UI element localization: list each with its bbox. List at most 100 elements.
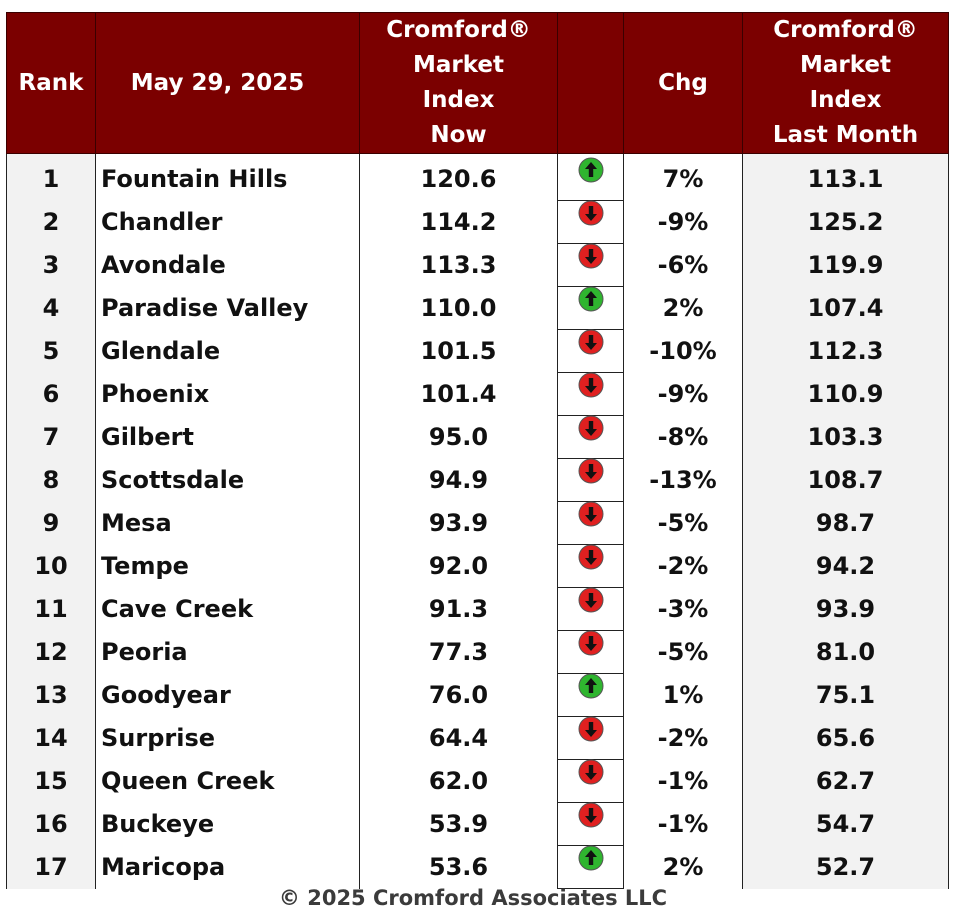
header-change: Chg: [623, 12, 743, 154]
city-cell: Scottsdale: [95, 458, 360, 502]
direction-cell: [557, 415, 624, 459]
table-row: 13 Goodyear 76.0 1% 75.1: [6, 673, 949, 717]
table-row: 12 Peoria 77.3 -5% 81.0: [6, 630, 949, 674]
green-up-arrow-icon: [578, 845, 604, 871]
header-date: May 29, 2025: [95, 12, 360, 154]
change-cell: -2%: [623, 544, 743, 588]
red-down-arrow-icon: [578, 501, 604, 527]
change-cell: -9%: [623, 372, 743, 416]
table-row: 16 Buckeye 53.9 -1% 54.7: [6, 802, 949, 846]
direction-cell: [557, 716, 624, 760]
green-up-arrow-icon: [578, 286, 604, 312]
red-down-arrow-icon: [578, 329, 604, 355]
rank-cell: 3: [6, 243, 96, 287]
red-down-arrow-icon: [578, 587, 604, 613]
index-now-cell: 114.2: [359, 200, 558, 244]
change-cell: -6%: [623, 243, 743, 287]
table-header: Rank May 29, 2025 Cromford® Market Index…: [6, 12, 949, 154]
rank-cell: 7: [6, 415, 96, 459]
change-cell: -1%: [623, 759, 743, 803]
city-cell: Fountain Hills: [95, 153, 360, 201]
index-last-month-cell: 52.7: [742, 845, 949, 889]
green-up-arrow-icon: [578, 157, 604, 183]
change-cell: 2%: [623, 286, 743, 330]
red-down-arrow-icon: [578, 759, 604, 785]
index-last-month-cell: 75.1: [742, 673, 949, 717]
index-now-cell: 53.9: [359, 802, 558, 846]
index-now-cell: 92.0: [359, 544, 558, 588]
index-now-cell: 64.4: [359, 716, 558, 760]
table-row: 10 Tempe 92.0 -2% 94.2: [6, 544, 949, 588]
change-cell: -3%: [623, 587, 743, 631]
rank-cell: 15: [6, 759, 96, 803]
change-cell: 1%: [623, 673, 743, 717]
index-last-month-cell: 112.3: [742, 329, 949, 373]
header-index-now: Cromford® Market Index Now: [359, 12, 558, 154]
rank-cell: 4: [6, 286, 96, 330]
city-cell: Gilbert: [95, 415, 360, 459]
direction-cell: [557, 802, 624, 846]
index-last-month-cell: 108.7: [742, 458, 949, 502]
city-cell: Cave Creek: [95, 587, 360, 631]
city-cell: Glendale: [95, 329, 360, 373]
table-row: 14 Surprise 64.4 -2% 65.6: [6, 716, 949, 760]
index-now-cell: 120.6: [359, 153, 558, 201]
rank-cell: 16: [6, 802, 96, 846]
table-row: 17 Maricopa 53.6 2% 52.7: [6, 845, 949, 889]
rank-cell: 5: [6, 329, 96, 373]
index-last-month-cell: 103.3: [742, 415, 949, 459]
index-now-cell: 62.0: [359, 759, 558, 803]
header-rank: Rank: [6, 12, 96, 154]
direction-cell: [557, 501, 624, 545]
index-now-cell: 53.6: [359, 845, 558, 889]
table-row: 5 Glendale 101.5 -10% 112.3: [6, 329, 949, 373]
index-now-cell: 95.0: [359, 415, 558, 459]
direction-cell: [557, 153, 624, 201]
index-last-month-cell: 65.6: [742, 716, 949, 760]
change-cell: -10%: [623, 329, 743, 373]
table-body: 1 Fountain Hills 120.6 7% 113.1 2 Chandler 114.…: [6, 153, 949, 889]
city-cell: Buckeye: [95, 802, 360, 846]
red-down-arrow-icon: [578, 630, 604, 656]
rank-cell: 14: [6, 716, 96, 760]
index-now-cell: 101.5: [359, 329, 558, 373]
direction-cell: [557, 372, 624, 416]
index-now-cell: 77.3: [359, 630, 558, 674]
change-cell: -1%: [623, 802, 743, 846]
index-now-cell: 91.3: [359, 587, 558, 631]
rank-cell: 1: [6, 153, 96, 201]
index-last-month-cell: 125.2: [742, 200, 949, 244]
direction-cell: [557, 544, 624, 588]
index-last-month-cell: 113.1: [742, 153, 949, 201]
direction-cell: [557, 458, 624, 502]
red-down-arrow-icon: [578, 415, 604, 441]
direction-cell: [557, 845, 624, 889]
red-down-arrow-icon: [578, 243, 604, 269]
change-cell: 2%: [623, 845, 743, 889]
index-last-month-cell: 98.7: [742, 501, 949, 545]
index-now-cell: 101.4: [359, 372, 558, 416]
table-row: 1 Fountain Hills 120.6 7% 113.1: [6, 153, 949, 201]
city-cell: Peoria: [95, 630, 360, 674]
table-row: 3 Avondale 113.3 -6% 119.9: [6, 243, 949, 287]
city-cell: Tempe: [95, 544, 360, 588]
rank-cell: 2: [6, 200, 96, 244]
change-cell: -9%: [623, 200, 743, 244]
change-cell: -5%: [623, 501, 743, 545]
city-cell: Avondale: [95, 243, 360, 287]
index-last-month-cell: 62.7: [742, 759, 949, 803]
table-row: 2 Chandler 114.2 -9% 125.2: [6, 200, 949, 244]
index-last-month-cell: 54.7: [742, 802, 949, 846]
red-down-arrow-icon: [578, 458, 604, 484]
index-now-cell: 76.0: [359, 673, 558, 717]
direction-cell: [557, 673, 624, 717]
red-down-arrow-icon: [578, 200, 604, 226]
direction-cell: [557, 587, 624, 631]
city-cell: Mesa: [95, 501, 360, 545]
index-last-month-cell: 110.9: [742, 372, 949, 416]
rank-cell: 9: [6, 501, 96, 545]
red-down-arrow-icon: [578, 372, 604, 398]
direction-cell: [557, 630, 624, 674]
red-down-arrow-icon: [578, 716, 604, 742]
direction-cell: [557, 243, 624, 287]
